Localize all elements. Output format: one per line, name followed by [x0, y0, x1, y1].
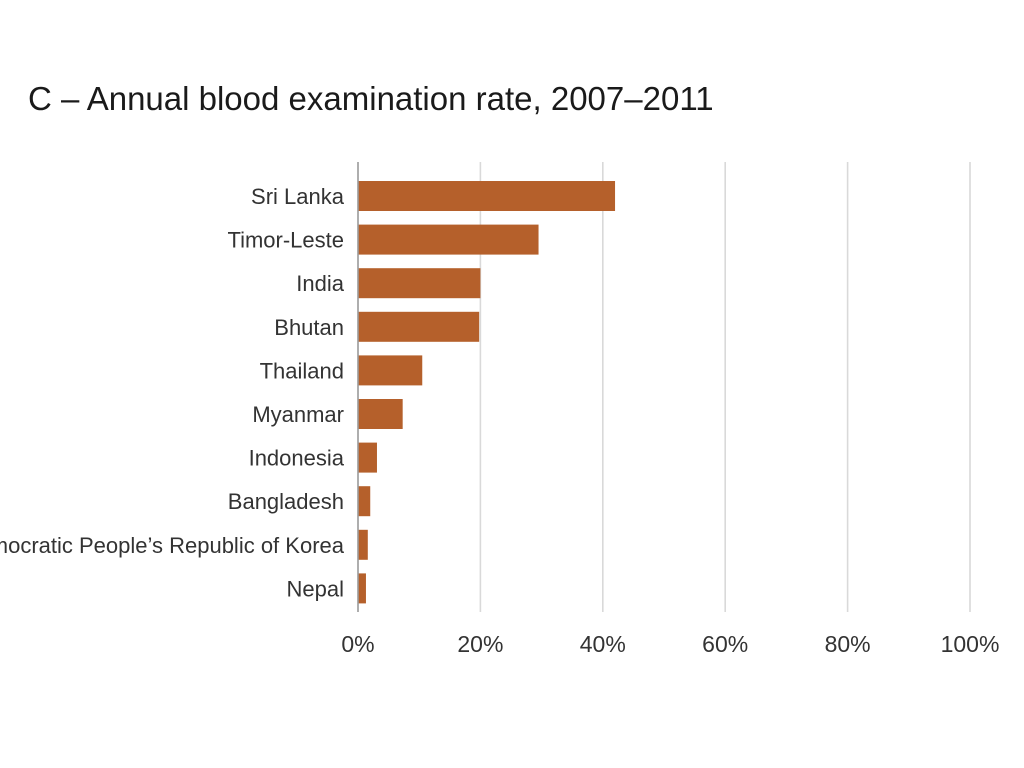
bar-bhutan	[358, 311, 480, 342]
bar-bangladesh	[358, 486, 371, 517]
category-label: Nepal	[287, 576, 344, 601]
bar-india	[358, 268, 481, 299]
x-tick-label: 0%	[341, 631, 374, 657]
bars	[358, 181, 616, 604]
category-label: Indonesia	[249, 446, 345, 471]
x-tick-label: 20%	[457, 631, 503, 657]
x-tick-labels: 0% 20% 40% 60% 80% 100%	[341, 631, 999, 657]
x-tick-label: 80%	[825, 631, 871, 657]
bar-thailand	[358, 355, 423, 386]
chart-title: C – Annual blood examination rate, 2007–…	[28, 80, 714, 117]
category-label: Bhutan	[274, 315, 344, 340]
bar-timor-leste	[358, 224, 539, 255]
bar-indonesia	[358, 442, 377, 473]
category-label: Democratic People’s Republic of Korea	[0, 533, 345, 558]
category-label: India	[296, 271, 344, 296]
category-label: Thailand	[260, 358, 344, 383]
gridlines	[479, 162, 971, 612]
category-label: Sri Lanka	[251, 184, 345, 209]
category-label: Myanmar	[252, 402, 344, 427]
x-tick-label: 40%	[580, 631, 626, 657]
bar-nepal	[358, 573, 366, 604]
bar-democratic-people-s-republic-of-korea	[358, 529, 368, 560]
category-label: Timor-Leste	[227, 228, 344, 253]
x-tick-label: 60%	[702, 631, 748, 657]
x-tick-label: 100%	[941, 631, 1000, 657]
bar-myanmar	[358, 399, 403, 429]
bar-sri-lanka	[358, 181, 616, 211]
category-labels: Sri Lanka Timor-Leste India Bhutan Thailand M…	[0, 184, 345, 601]
category-label: Bangladesh	[228, 489, 344, 514]
